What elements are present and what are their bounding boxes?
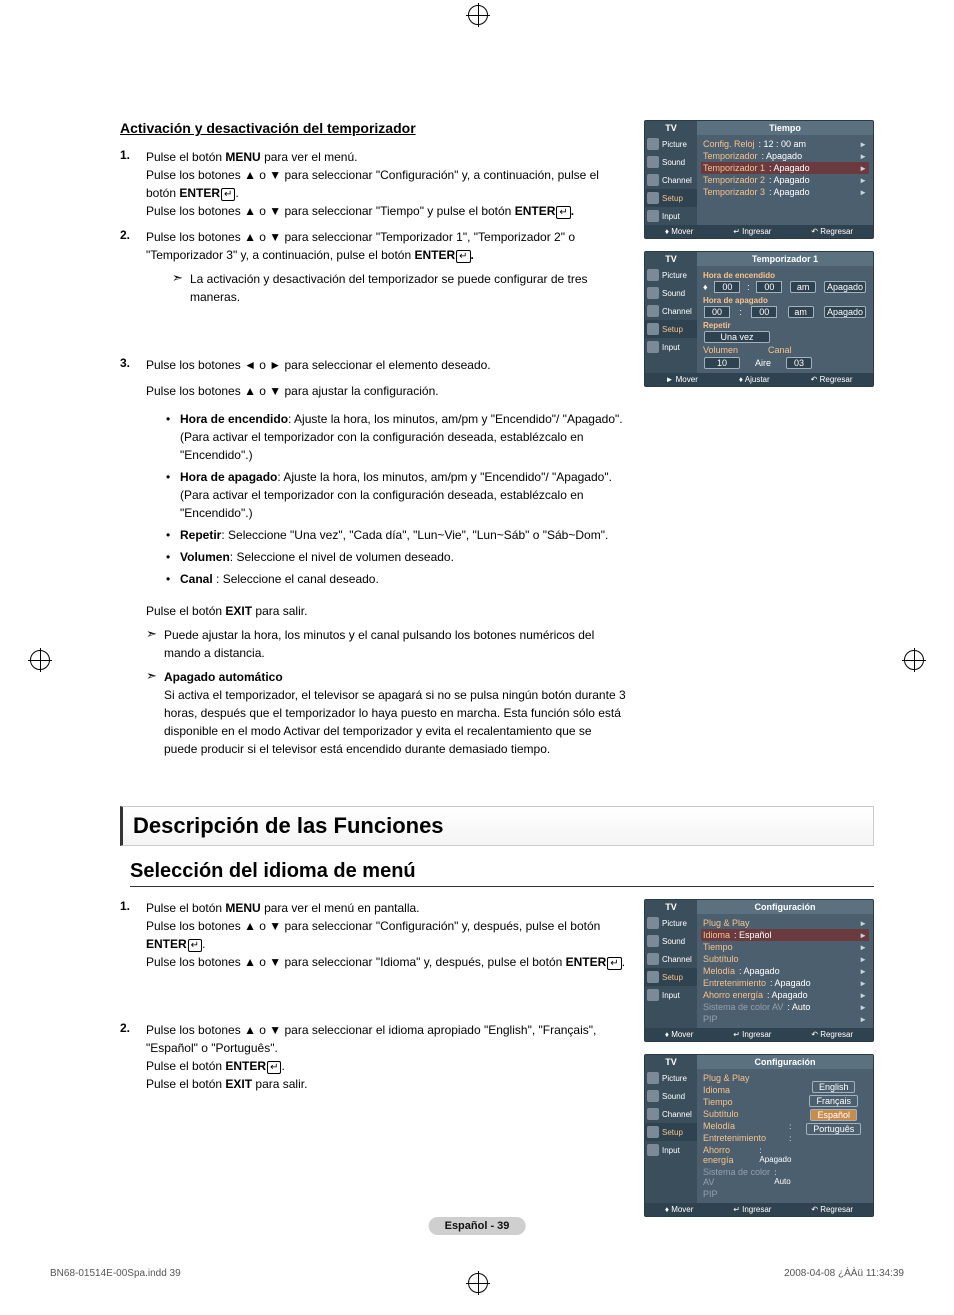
tv-main: Hora de encendido ♦ 00: 00 am Apagado Ho… <box>697 266 873 373</box>
section-title: Activación y desactivación del temporiza… <box>120 120 626 136</box>
channel-icon <box>647 953 659 965</box>
tv-sidebar: Picture Sound Channel Setup Input <box>645 914 697 1028</box>
tv-menu-temporizador: TV Temporizador 1 Picture Sound Channel … <box>644 251 874 387</box>
tv-footer: ♦ Mover ↵ Ingresar ↶ Regresar <box>645 1028 873 1041</box>
page: Activación y desactivación del temporiza… <box>0 0 954 1315</box>
tv-footer: ♦ Mover ↵ Ingresar ↶ Regresar <box>645 225 873 238</box>
tv-tab: TV <box>645 900 697 914</box>
setup-icon <box>647 1126 659 1138</box>
setup-icon <box>647 192 659 204</box>
sound-icon <box>647 156 659 168</box>
sound-icon <box>647 1090 659 1102</box>
input-icon <box>647 341 659 353</box>
step-number: 2. <box>120 1021 146 1093</box>
tv-sidebar: Picture Sound Channel Setup Input <box>645 1069 697 1203</box>
step-body: Pulse los botones ▲ o ▼ para seleccionar… <box>146 228 626 306</box>
setup-icon <box>647 971 659 983</box>
enter-icon: ↵ <box>267 1061 281 1074</box>
enter-icon: ↵ <box>456 250 470 263</box>
enter-icon: ↵ <box>607 957 621 970</box>
step-number: 2. <box>120 228 146 306</box>
section-subheading: Selección del idioma de menú <box>130 860 874 887</box>
tv-title: Temporizador 1 <box>697 252 873 266</box>
note-icon: ➣ <box>172 270 190 306</box>
tv-sidebar: Picture Sound Channel Setup Input <box>645 135 697 225</box>
step-body: Pulse el botón MENU para ver el menú en … <box>146 899 626 971</box>
step-body: Pulse el botón MENU para ver el menú. Pu… <box>146 148 626 220</box>
sound-icon <box>647 935 659 947</box>
step-body: Pulse los botones ◄ o ► para seleccionar… <box>146 356 626 758</box>
footer-right: 2008-04-08 ¿ÀÀü 11:34:39 <box>784 1268 904 1279</box>
step-number: 3. <box>120 356 146 758</box>
channel-icon <box>647 1108 659 1120</box>
tv-title: Configuración <box>697 1055 873 1069</box>
setup-icon <box>647 323 659 335</box>
picture-icon <box>647 138 659 150</box>
functions-section: Descripción de las Funciones Selección d… <box>120 806 874 1229</box>
step-number: 1. <box>120 148 146 220</box>
input-icon <box>647 989 659 1001</box>
enter-icon: ↵ <box>556 206 570 219</box>
tv-title: Configuración <box>697 900 873 914</box>
sound-icon <box>647 287 659 299</box>
picture-icon <box>647 269 659 281</box>
note-text: Puede ajustar la hora, los minutos y el … <box>164 626 626 662</box>
registration-mark <box>904 650 924 670</box>
page-number-badge: Español - 39 <box>429 1217 526 1235</box>
picture-icon <box>647 917 659 929</box>
step-number: 1. <box>120 899 146 971</box>
note-icon: ➣ <box>146 626 164 662</box>
tv-tab: TV <box>645 121 697 135</box>
tv-title: Tiempo <box>697 121 873 135</box>
registration-mark <box>30 650 50 670</box>
enter-icon: ↵ <box>188 939 202 952</box>
tv-footer: ► Mover ♦ Ajustar ↶ Regresar <box>645 373 873 386</box>
tv-main: Plug & PlayIdiomaTiempoSubtítuloMelodía:… <box>697 1069 873 1203</box>
tv-tab: TV <box>645 1055 697 1069</box>
text-column: 1. Pulse el botón MENU para ver el menú … <box>120 899 626 1229</box>
print-footer: BN68-01514E-00Spa.indd 39 2008-04-08 ¿ÀÀ… <box>50 1268 904 1279</box>
input-icon <box>647 1144 659 1156</box>
tv-main: Config. Reloj: 12 : 00 am►Temporizador: … <box>697 135 873 225</box>
tv-main: Plug & Play►Idioma: Español►Tiempo►Subtí… <box>697 914 873 1028</box>
timer-section: Activación y desactivación del temporiza… <box>120 120 874 766</box>
enter-icon: ↵ <box>221 188 235 201</box>
note-text: La activación y desactivación del tempor… <box>190 270 626 306</box>
tv-sidebar: Picture Sound Channel Setup Input <box>645 266 697 373</box>
tv-menu-tiempo: TV Tiempo Picture Sound Channel Setup In… <box>644 120 874 239</box>
note-text: Apagado automático Si activa el temporiz… <box>164 668 626 758</box>
tv-tab: TV <box>645 252 697 266</box>
footer-left: BN68-01514E-00Spa.indd 39 <box>50 1268 181 1279</box>
tv-mockups-column: TV Configuración Picture Sound Channel S… <box>644 899 874 1229</box>
text-column: Activación y desactivación del temporiza… <box>120 120 626 766</box>
note-icon: ➣ <box>146 668 164 758</box>
tv-menu-configuracion: TV Configuración Picture Sound Channel S… <box>644 899 874 1042</box>
input-icon <box>647 210 659 222</box>
tv-footer: ♦ Mover ↵ Ingresar ↶ Regresar <box>645 1203 873 1216</box>
step-body: Pulse los botones ▲ o ▼ para seleccionar… <box>146 1021 626 1093</box>
tv-mockups-column: TV Tiempo Picture Sound Channel Setup In… <box>644 120 874 766</box>
section-heading: Descripción de las Funciones <box>120 806 874 846</box>
picture-icon <box>647 1072 659 1084</box>
channel-icon <box>647 174 659 186</box>
registration-mark <box>468 5 488 25</box>
tv-menu-idioma: TV Configuración Picture Sound Channel S… <box>644 1054 874 1217</box>
channel-icon <box>647 305 659 317</box>
